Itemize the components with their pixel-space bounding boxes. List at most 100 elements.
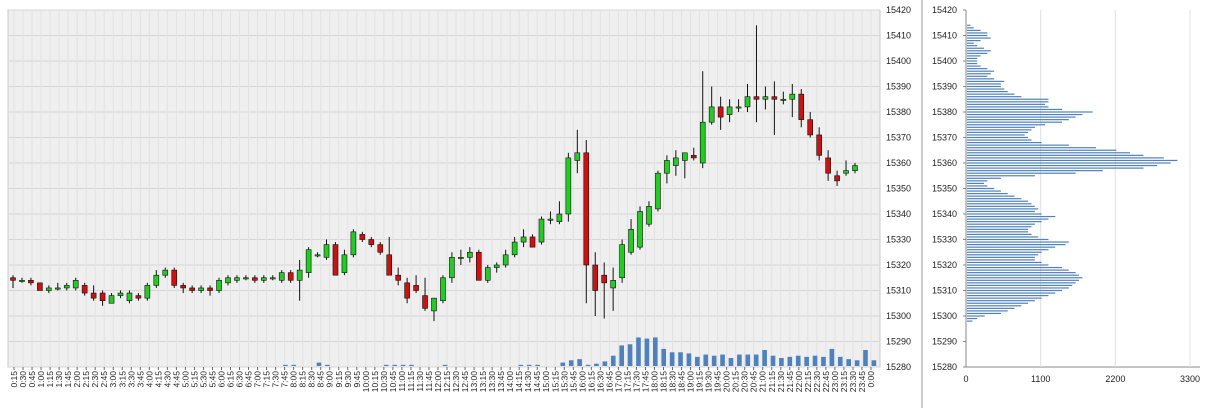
volume-bar <box>745 354 751 366</box>
profile-bar <box>967 218 1049 220</box>
candle-up <box>699 121 706 164</box>
volume-bar <box>526 364 532 366</box>
profile-y-tick-label: 15390 <box>932 82 957 92</box>
candle-down <box>90 292 97 299</box>
x-tick-label: 18:30 <box>668 371 678 393</box>
profile-bar <box>967 129 1032 131</box>
profile-bar <box>967 24 971 26</box>
candle-up <box>323 244 330 258</box>
volume-bar <box>669 352 675 366</box>
candle-up <box>565 157 572 215</box>
x-tick-label: 7:45 <box>280 371 290 388</box>
y-tick-label: 15360 <box>886 158 911 168</box>
candle-down <box>834 175 840 182</box>
x-tick-label: 18:15 <box>659 371 669 393</box>
x-tick-label: 20:00 <box>722 371 732 393</box>
x-tick-label: 21:45 <box>785 371 795 393</box>
x-tick-label: 13:00 <box>469 371 479 393</box>
candle-up <box>789 93 796 100</box>
candle-up <box>511 241 518 256</box>
candle-up <box>449 257 455 279</box>
profile-bar <box>967 62 978 65</box>
profile-y-tick-label: 15320 <box>932 260 957 270</box>
candle-down <box>529 236 536 248</box>
x-tick-label: 3:15 <box>117 371 127 388</box>
volume-bar <box>383 364 389 366</box>
profile-bar <box>967 264 1049 266</box>
profile-bar <box>967 208 1039 210</box>
x-tick-label: 22:15 <box>803 371 813 393</box>
candle-up <box>198 287 204 291</box>
profile-y-tick-label: 15310 <box>932 286 957 296</box>
volume-bar <box>644 338 650 366</box>
candle-up <box>126 292 133 301</box>
profile-bar <box>967 261 1042 264</box>
candle-up <box>467 251 473 258</box>
x-tick-label: 14:00 <box>505 371 515 393</box>
x-tick-label: 16:30 <box>595 371 605 393</box>
profile-bar <box>967 121 1063 123</box>
x-tick-label: 21:15 <box>767 371 777 393</box>
profile-bar <box>967 295 1049 297</box>
x-tick-label: 15:15 <box>550 371 560 393</box>
x-tick-label: 16:00 <box>577 371 587 393</box>
candle-up <box>108 295 115 304</box>
candle-down <box>825 157 831 174</box>
y-tick-label: 15310 <box>886 286 911 296</box>
volume-bar <box>695 356 700 366</box>
x-tick-label: 6:45 <box>244 371 254 388</box>
candle-down <box>386 254 393 276</box>
candle-up <box>628 229 634 253</box>
profile-bar <box>967 274 1079 276</box>
x-tick-label: 10:00 <box>361 371 371 393</box>
profile-bar <box>967 106 1049 108</box>
profile-x-tick-label: 1100 <box>1031 374 1050 384</box>
x-tick-label: 19:45 <box>713 371 723 393</box>
profile-x-tick-label: 2200 <box>1105 374 1125 384</box>
x-tick-label: 0:00 <box>866 371 876 388</box>
x-tick-label: 7:30 <box>271 371 281 388</box>
candle-up <box>502 254 509 266</box>
candle-up <box>646 206 652 225</box>
profile-bar <box>967 215 1056 218</box>
profile-bar <box>967 47 984 49</box>
candle-up <box>153 274 160 286</box>
profile-bar <box>967 310 1008 312</box>
profile-bar <box>967 164 1158 167</box>
profile-bar <box>967 287 1069 289</box>
x-tick-label: 7:00 <box>253 371 263 388</box>
candle-down <box>171 269 178 286</box>
profile-bar <box>967 297 1042 299</box>
profile-bar <box>967 259 1035 261</box>
volume-bar <box>560 362 566 366</box>
volume-bar <box>585 364 591 366</box>
profile-bar <box>967 119 1069 121</box>
volume-bar <box>594 363 599 366</box>
volume-bar <box>283 364 288 366</box>
candle-down <box>413 285 419 291</box>
volume-bar <box>871 360 877 366</box>
profile-bar <box>967 246 1056 248</box>
candle-up <box>225 277 231 284</box>
profile-y-tick-label: 15380 <box>932 107 957 117</box>
candle-down <box>180 285 186 289</box>
y-tick-label: 15400 <box>886 56 911 66</box>
candle-down <box>690 155 697 159</box>
x-tick-label: 23:00 <box>830 371 840 393</box>
candle-up <box>682 152 688 161</box>
x-tick-label: 19:00 <box>686 371 696 393</box>
x-tick-label: 8:00 <box>289 371 299 388</box>
profile-bar <box>967 40 981 42</box>
volume-bar <box>686 353 692 366</box>
x-tick-label: 1:45 <box>63 371 73 388</box>
volume-bar <box>627 344 633 366</box>
x-tick-label: 22:45 <box>821 371 831 393</box>
x-tick-label: 14:15 <box>514 371 524 393</box>
candle-down <box>28 279 34 284</box>
volume-bar <box>812 355 818 366</box>
candle-down <box>135 295 142 299</box>
profile-bar <box>967 266 1063 269</box>
candle-up <box>843 170 849 174</box>
candle-up <box>735 106 742 109</box>
profile-y-tick-label: 15360 <box>932 158 957 168</box>
